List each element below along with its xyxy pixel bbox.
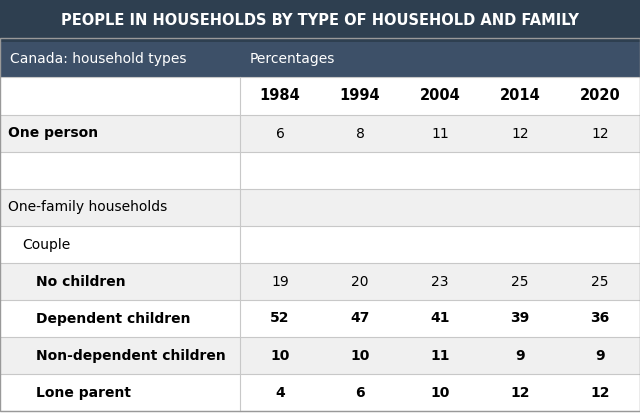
Bar — [0, 300, 640, 337]
Text: 10: 10 — [350, 349, 370, 362]
Text: 25: 25 — [511, 274, 529, 288]
Text: 12: 12 — [511, 127, 529, 141]
Text: 1984: 1984 — [260, 88, 300, 103]
Text: 6: 6 — [276, 127, 284, 141]
Text: 12: 12 — [590, 386, 610, 400]
Text: 19: 19 — [271, 274, 289, 288]
Text: 47: 47 — [350, 312, 370, 325]
Text: 20: 20 — [351, 274, 369, 288]
Text: 2020: 2020 — [580, 88, 620, 103]
Text: 12: 12 — [510, 386, 530, 400]
Text: One person: One person — [8, 127, 98, 141]
Text: 10: 10 — [270, 349, 290, 362]
Text: Dependent children: Dependent children — [36, 312, 191, 325]
Text: 41: 41 — [430, 312, 450, 325]
Bar — [0, 337, 640, 374]
Text: Couple: Couple — [22, 237, 70, 251]
Bar — [0, 374, 640, 411]
Bar — [0, 152, 640, 189]
Text: 4: 4 — [275, 386, 285, 400]
Text: No children: No children — [36, 274, 125, 288]
Text: 9: 9 — [595, 349, 605, 362]
Text: 6: 6 — [355, 386, 365, 400]
Bar — [0, 263, 640, 300]
Text: 11: 11 — [431, 127, 449, 141]
Bar — [0, 115, 640, 152]
Bar — [0, 226, 640, 263]
Text: Percentages: Percentages — [250, 53, 335, 66]
Text: 2004: 2004 — [420, 88, 460, 103]
Text: 1994: 1994 — [340, 88, 380, 103]
Text: 23: 23 — [431, 274, 449, 288]
Bar — [0, 189, 640, 226]
Text: One-family households: One-family households — [8, 200, 167, 215]
Bar — [0, 77, 640, 115]
Text: Canada: household types: Canada: household types — [10, 53, 186, 66]
Text: 36: 36 — [590, 312, 610, 325]
Text: 12: 12 — [591, 127, 609, 141]
Bar — [0, 0, 640, 42]
Text: 9: 9 — [515, 349, 525, 362]
Text: 11: 11 — [430, 349, 450, 362]
Text: 10: 10 — [430, 386, 450, 400]
Text: Non-dependent children: Non-dependent children — [36, 349, 226, 362]
Text: 39: 39 — [510, 312, 530, 325]
Text: Lone parent: Lone parent — [36, 386, 131, 400]
Text: 52: 52 — [270, 312, 290, 325]
Text: 2014: 2014 — [500, 88, 540, 103]
Bar — [0, 42, 640, 77]
Text: 25: 25 — [591, 274, 609, 288]
Text: 8: 8 — [356, 127, 364, 141]
Bar — [0, 38, 640, 411]
Text: PEOPLE IN HOUSEHOLDS BY TYPE OF HOUSEHOLD AND FAMILY: PEOPLE IN HOUSEHOLDS BY TYPE OF HOUSEHOL… — [61, 14, 579, 29]
